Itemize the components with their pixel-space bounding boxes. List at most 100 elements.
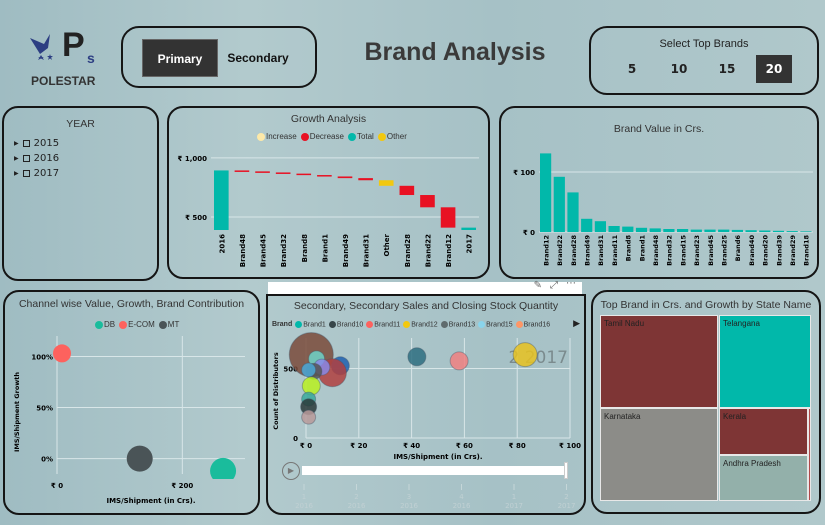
legend: Increase Decrease Total Other [257, 132, 407, 141]
legend-brand13[interactable]: Brand13 [440, 321, 476, 329]
x-tick-label: Brand48 [652, 235, 660, 266]
legend-mt[interactable]: MT [158, 320, 179, 329]
x-tick-label: Brand45 [707, 235, 715, 266]
legend: DB E-COM MT [95, 320, 179, 329]
legend-brand1[interactable]: Brand1 [295, 321, 326, 328]
x-tick-label: Brand18 [803, 235, 811, 266]
legend-label: Brand13 [448, 321, 476, 329]
waterfall-bar-brand49 [337, 176, 353, 179]
legend-label: E-COM [128, 320, 155, 329]
treemap-tile-tamil-nadu[interactable]: Tamil Nadu [600, 315, 718, 408]
x-tick-label: Brand31 [597, 235, 605, 266]
bar-brand25 [718, 229, 730, 232]
legend-brand11[interactable]: Brand11 [366, 321, 400, 328]
year-item-2016[interactable]: ▶ 2016 [14, 153, 59, 164]
y-tick-label: 0 [293, 435, 298, 443]
waterfall-bar-brand45 [255, 171, 270, 173]
legend-brand12[interactable]: Brand12 [403, 321, 438, 329]
treemap-tile-telangana[interactable]: Telangana [719, 315, 811, 408]
checkbox[interactable] [22, 155, 30, 162]
logo-subscript: s [87, 50, 95, 66]
expand-icon[interactable]: ▶ [14, 170, 19, 177]
legend-next-icon[interactable]: ▶ [573, 319, 580, 329]
treemap-tile-karnataka[interactable]: Karnataka [600, 408, 718, 501]
waterfall-bar-brand31 [358, 178, 373, 181]
x-tick-label: Brand8 [625, 235, 633, 262]
legend-increase[interactable]: Increase [257, 132, 297, 141]
scatter-plot: 0 500 ₹ 0 ₹ 20 ₹ 40 ₹ 60 ₹ 80 ₹ 100 2 2017 IMS/Sh… [272, 332, 581, 510]
x-axis-title: IMS/Shipment (in Crs). [106, 497, 195, 505]
chart-title: Top Brand in Crs. and Growth by State Na… [600, 299, 812, 311]
legend-db[interactable]: DB [95, 320, 115, 329]
play-axis-label: 2016 [348, 502, 366, 510]
top-brands-label: Select Top Brands [659, 38, 749, 50]
checkbox[interactable] [22, 140, 30, 147]
more-options-icon[interactable]: ⋯ [566, 278, 576, 289]
legend-brand10[interactable]: Brand10 [328, 321, 363, 328]
bar-brand28 [567, 192, 579, 232]
bar-brand31 [594, 221, 606, 232]
play-axis-label: 2 [354, 493, 358, 501]
x-tick-label: Brand45 [260, 234, 268, 267]
legend-label: Total [356, 132, 374, 141]
legend-ecom[interactable]: E-COM [119, 320, 155, 329]
x-tick-label: ₹ 40 [403, 442, 420, 450]
chart-title: Channel wise Value, Growth, Brand Contri… [18, 298, 245, 310]
x-tick-label: Brand49 [342, 234, 350, 267]
legend-swatch [295, 321, 303, 328]
scatter-plot: 0% 50% 100% ₹ 0 ₹ 200 IMS/Shipment (in Crs). I… [13, 336, 245, 505]
focus-mode-icon[interactable]: ⤢ [550, 280, 558, 291]
waterfall-plot: ₹ 500 ₹ 1,000 2016 Brand48 Brand45 Brand32 Bra… [178, 155, 479, 267]
legend-label: Brand11 [374, 321, 401, 329]
bar-brand12 [540, 153, 552, 232]
primary-button[interactable]: Primary [142, 39, 218, 77]
top-20-button[interactable]: 20 [756, 55, 792, 83]
year-item-2017[interactable]: ▶ 2017 [14, 168, 59, 179]
legend-other[interactable]: Other [377, 132, 407, 141]
expand-icon[interactable]: ▶ [14, 140, 19, 147]
play-button[interactable]: ▶ [282, 462, 300, 480]
secondary-button[interactable]: Secondary [227, 51, 289, 65]
legend-swatch [478, 321, 486, 328]
top-brands-slicer [589, 26, 819, 95]
x-tick-label: ₹ 0 [51, 482, 63, 490]
logo-text: POLESTAR [31, 74, 96, 88]
legend-brand15[interactable]: Brand15 [478, 321, 513, 328]
x-tick-label: ₹ 0 [300, 442, 312, 450]
legend-label: Brand12 [411, 321, 438, 329]
bar-brand1 [635, 227, 648, 232]
x-tick-label: Other [383, 233, 391, 256]
bar-brand49 [581, 218, 593, 232]
channel-chart: Channel wise Value, Growth, Brand Contri… [3, 290, 260, 515]
legend-brand16[interactable]: Brand16 [515, 321, 550, 328]
secondary-sales-chart: Secondary, Secondary Sales and Closing S… [266, 294, 586, 515]
play-axis-label: 3 [407, 493, 411, 501]
waterfall-bar-2016 [214, 170, 229, 230]
logo-letter: P [62, 26, 85, 64]
slider-handle[interactable] [564, 462, 568, 479]
top-10-button[interactable]: 10 [670, 62, 688, 76]
checkbox[interactable] [22, 170, 30, 177]
y-axis-title: Count of Distributors [272, 352, 280, 430]
top-15-button[interactable]: 15 [718, 62, 736, 76]
waterfall-bar-2017 [461, 227, 476, 230]
legend-decrease[interactable]: Decrease [300, 132, 344, 141]
y-tick-label: 100% [31, 353, 53, 361]
expand-icon[interactable]: ▶ [14, 155, 19, 162]
treemap-tile-andhra-pradesh[interactable]: Andhra Pradesh [719, 455, 808, 501]
play-axis-label: 1 [512, 493, 516, 501]
bar-plot: ₹ 0 ₹ 100 Brand12 Brand22 Brand28 Brand49 Bran… [513, 153, 813, 266]
bar-brand15 [677, 229, 689, 232]
bar-brand48 [649, 228, 661, 232]
treemap-tile-kerala[interactable]: Kerala [719, 408, 808, 455]
x-tick-label: Brand32 [280, 234, 288, 267]
bubble [301, 362, 317, 378]
pin-icon[interactable]: ✎ [533, 280, 542, 291]
play-axis-label: 1 [302, 493, 306, 501]
year-slicer: YEAR ▶ 2015 ▶ 2016 ▶ 2017 [2, 106, 159, 281]
top-5-button[interactable]: 5 [627, 62, 637, 76]
treemap-tile-other[interactable] [808, 408, 811, 501]
play-axis-slider[interactable] [302, 466, 566, 475]
year-item-2015[interactable]: ▶ 2015 [14, 138, 59, 149]
legend-total[interactable]: Total [347, 132, 374, 141]
